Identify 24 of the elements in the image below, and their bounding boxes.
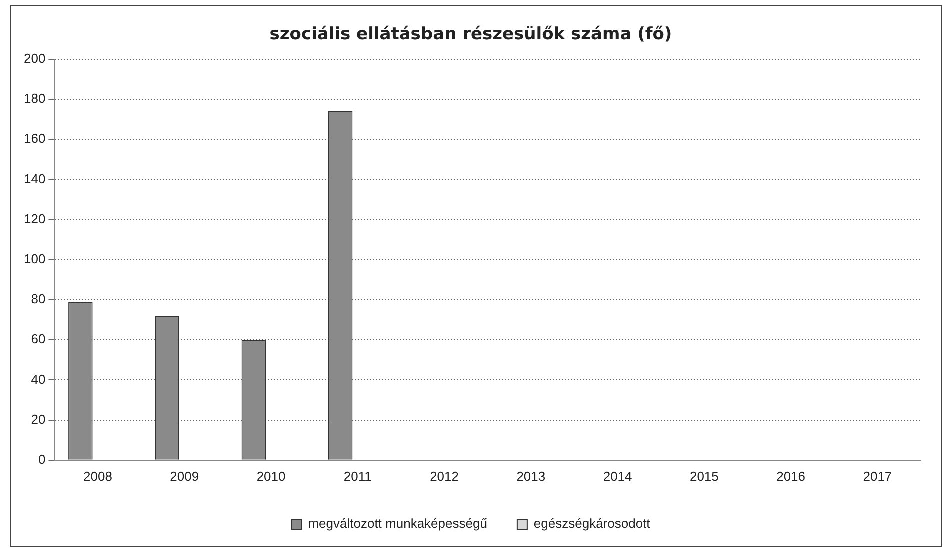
x-tick-label: 2013 [516, 468, 546, 484]
legend-label: megváltozott munkaképességű [308, 516, 488, 532]
x-tick-label: 2017 [863, 468, 892, 484]
y-tick-label: 180 [24, 91, 46, 106]
x-tick-label: 2012 [430, 468, 459, 484]
x-tick-label: 2016 [776, 468, 806, 484]
y-tick-label: 40 [31, 372, 46, 387]
x-tick-label: 2011 [344, 468, 372, 484]
x-tick-label: 2015 [690, 468, 719, 484]
x-tick-label: 2008 [84, 468, 112, 484]
y-tick-label: 80 [31, 292, 46, 307]
chart-title: szociális ellátásban részesülők száma (fő) [270, 24, 672, 45]
y-tick-label: 140 [24, 171, 46, 186]
x-tick-label: 2009 [170, 468, 200, 484]
y-tick-label: 120 [24, 211, 46, 226]
y-tick-label: 20 [31, 412, 46, 427]
y-tick-label: 100 [24, 251, 46, 266]
y-tick-label: 0 [38, 452, 46, 467]
x-tick-label: 2010 [256, 468, 286, 484]
y-tick-label: 200 [24, 50, 46, 66]
legend-label: egészségkárosodott [534, 516, 651, 532]
x-tick-label: 2014 [603, 468, 632, 484]
y-tick-label: 60 [31, 332, 46, 347]
y-tick-label: 160 [24, 131, 46, 146]
